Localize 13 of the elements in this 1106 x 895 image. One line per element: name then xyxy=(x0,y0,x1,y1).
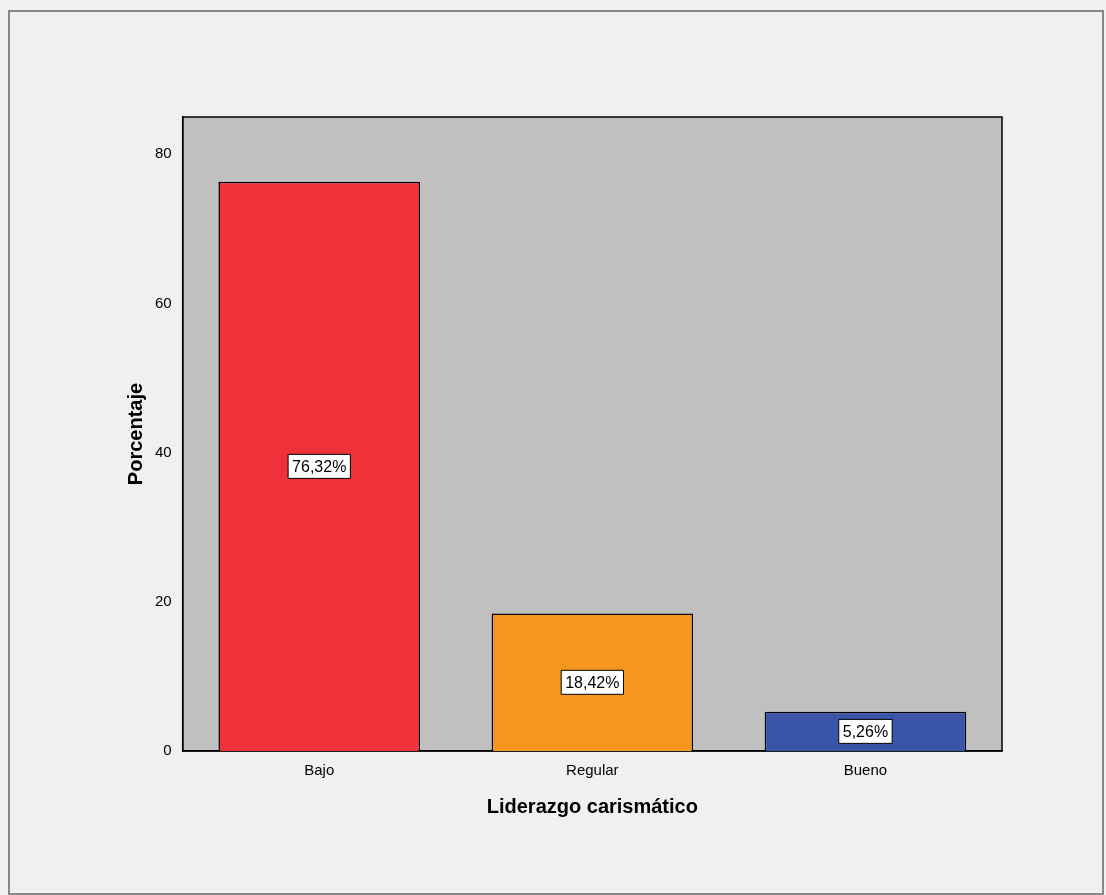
data-label: 76,32% xyxy=(292,457,347,475)
y-axis-title: Porcentaje xyxy=(123,382,146,486)
y-tick-label: 40 xyxy=(155,442,172,460)
y-tick-label: 60 xyxy=(155,293,172,311)
y-tick-label: 0 xyxy=(163,741,172,759)
y-tick-label: 80 xyxy=(155,144,172,162)
data-label: 18,42% xyxy=(565,673,620,691)
data-label: 5,26% xyxy=(842,722,889,740)
y-tick-label: 20 xyxy=(155,591,172,609)
x-tick-label: Bajo xyxy=(304,761,335,779)
x-tick-label: Regular xyxy=(566,761,619,779)
x-axis-title: Liderazgo carismático xyxy=(486,794,698,817)
x-tick-label: Bueno xyxy=(843,761,888,779)
